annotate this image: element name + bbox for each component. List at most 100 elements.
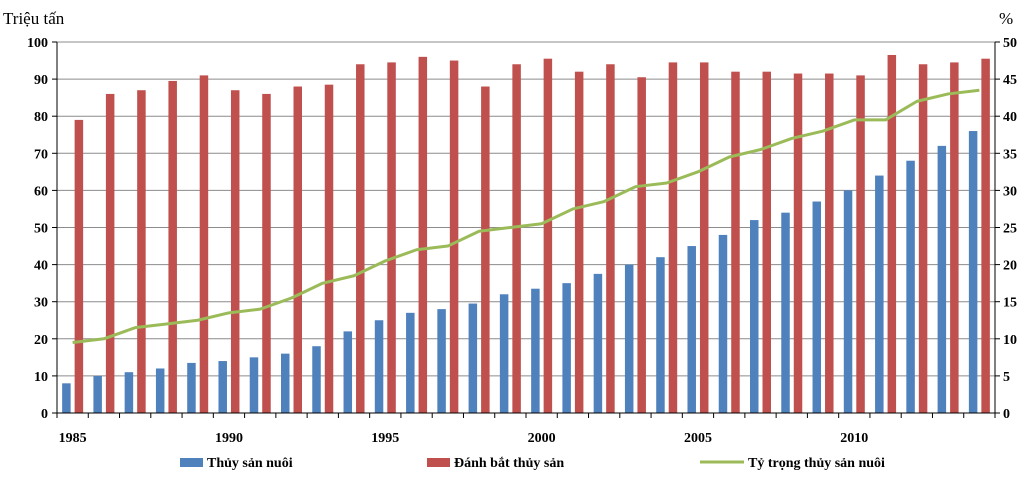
bar-aquaculture-1999 <box>499 294 509 413</box>
y-right-unit-label: % <box>999 9 1013 28</box>
legend-label: Đánh bắt thủy sản <box>454 456 564 471</box>
bar-aquaculture-1994 <box>343 331 353 413</box>
y-right-tick-label: 45 <box>1003 73 1017 88</box>
bar-aquaculture-1992 <box>281 353 290 413</box>
bar-aquaculture-2003 <box>624 264 634 413</box>
bar-capture-2007 <box>762 71 771 414</box>
line-aquaculture-share <box>72 88 980 344</box>
y-left-tick-label: 80 <box>34 110 48 125</box>
y-left-tick-label: 0 <box>41 407 48 422</box>
bar-capture-2011 <box>887 54 897 414</box>
x-tick-label: 1985 <box>59 431 87 446</box>
bar-capture-1986 <box>105 93 115 413</box>
y-left-tick-label: 30 <box>34 296 48 311</box>
y-left-tick-label: 60 <box>34 184 48 199</box>
legend-label: Thủy sản nuôi <box>207 456 293 471</box>
gridlines <box>57 41 995 377</box>
y-left-tick-label: 100 <box>27 36 48 51</box>
bar-capture-2010 <box>856 75 865 413</box>
bar-aquaculture-2010 <box>843 190 853 413</box>
y-right-tick-label: 30 <box>1003 184 1017 199</box>
bar-capture-1994 <box>356 64 365 413</box>
bar-capture-2006 <box>731 71 740 414</box>
bar-aquaculture-2009 <box>812 201 822 413</box>
bar-capture-2009 <box>825 73 834 413</box>
bar-capture-2002 <box>606 64 615 413</box>
legend-item-2: Tỷ trọng thủy sản nuôi <box>700 456 885 471</box>
bar-aquaculture-2000 <box>531 288 540 413</box>
y-left-tick-label: 50 <box>34 222 48 237</box>
y-right-tick-label: 35 <box>1003 147 1017 162</box>
bar-capture-1998 <box>481 86 490 414</box>
bar-aquaculture-2013 <box>937 145 947 413</box>
y-right-tick-label: 20 <box>1003 259 1017 274</box>
bar-capture-1999 <box>512 64 521 413</box>
bar-aquaculture-1990 <box>218 361 227 413</box>
x-tick-label: 2010 <box>840 431 868 446</box>
bar-aquaculture-2007 <box>750 220 759 413</box>
bar-capture-1992 <box>293 86 302 414</box>
bar-aquaculture-2014 <box>968 131 978 414</box>
legend-item-1: Đánh bắt thủy sản <box>427 456 564 471</box>
bar-capture-2000 <box>543 58 553 413</box>
bar-capture-1987 <box>137 90 146 413</box>
axes <box>52 41 1000 418</box>
bar-aquaculture-2001 <box>562 283 571 413</box>
x-tick-label: 2005 <box>684 431 712 446</box>
y-left-tick-label: 20 <box>34 333 48 348</box>
legend-label: Tỷ trọng thủy sản nuôi <box>748 456 885 471</box>
bar-aquaculture-1998 <box>468 303 478 413</box>
bar-aquaculture-2004 <box>656 257 665 413</box>
share-line <box>72 88 980 344</box>
bar-capture-1995 <box>387 62 396 413</box>
bar-aquaculture-1991 <box>249 357 259 413</box>
y-left-tick-label: 90 <box>34 73 48 88</box>
y-right-tick-label: 25 <box>1003 222 1017 237</box>
bars <box>62 54 990 414</box>
bar-capture-1988 <box>168 80 177 413</box>
bar-aquaculture-1985 <box>62 383 71 413</box>
bar-capture-2001 <box>574 71 584 414</box>
bar-capture-2013 <box>950 62 959 413</box>
bar-aquaculture-2002 <box>593 273 603 413</box>
x-tick-label: 1995 <box>371 431 399 446</box>
bar-capture-2012 <box>918 64 928 413</box>
bar-aquaculture-1997 <box>437 309 446 413</box>
y-left-tick-label: 70 <box>34 147 48 162</box>
bar-capture-2003 <box>637 77 646 414</box>
y-right-tick-label: 5 <box>1003 370 1010 385</box>
bar-capture-2008 <box>793 73 803 413</box>
bar-aquaculture-2006 <box>718 234 728 413</box>
bar-aquaculture-1989 <box>187 362 196 413</box>
y-left-tick-label: 10 <box>34 370 48 385</box>
legend-item-0: Thủy sản nuôi <box>180 456 293 471</box>
bar-capture-1993 <box>324 84 334 413</box>
legend-swatch <box>427 458 450 467</box>
bar-aquaculture-1988 <box>155 368 165 413</box>
bar-aquaculture-2008 <box>781 212 790 413</box>
legend-swatch <box>180 458 203 467</box>
bar-capture-2004 <box>668 62 678 413</box>
bar-capture-1996 <box>418 56 428 414</box>
y-right-tick-label: 0 <box>1003 407 1010 422</box>
bar-capture-1985 <box>74 119 84 413</box>
y-right-tick-label: 15 <box>1003 296 1017 311</box>
y-right-tick-label: 50 <box>1003 36 1017 51</box>
bar-aquaculture-1996 <box>406 312 415 413</box>
legend: Thủy sản nuôi Đánh bắt thủy sản Tỷ trọng t… <box>180 456 885 471</box>
bar-aquaculture-1993 <box>312 346 321 413</box>
bar-capture-2014 <box>981 58 990 413</box>
y-right-tick-label: 40 <box>1003 110 1017 125</box>
y-left-unit-label: Triệu tấn <box>3 9 65 28</box>
y-right-tick-label: 10 <box>1003 333 1017 348</box>
bar-aquaculture-1987 <box>124 372 134 413</box>
bar-aquaculture-1986 <box>93 375 102 413</box>
bar-aquaculture-2011 <box>875 175 884 413</box>
bar-aquaculture-2012 <box>906 160 915 413</box>
bar-capture-1997 <box>449 60 459 414</box>
y-left-tick-label: 40 <box>34 259 48 274</box>
tick-labels: 0 10 20 30 40 50 60 70 80 90 100 0 5 10 15 20 25 30 35 40 45… <box>27 36 1017 446</box>
bar-capture-1989 <box>199 75 209 413</box>
bar-capture-1990 <box>230 90 240 413</box>
